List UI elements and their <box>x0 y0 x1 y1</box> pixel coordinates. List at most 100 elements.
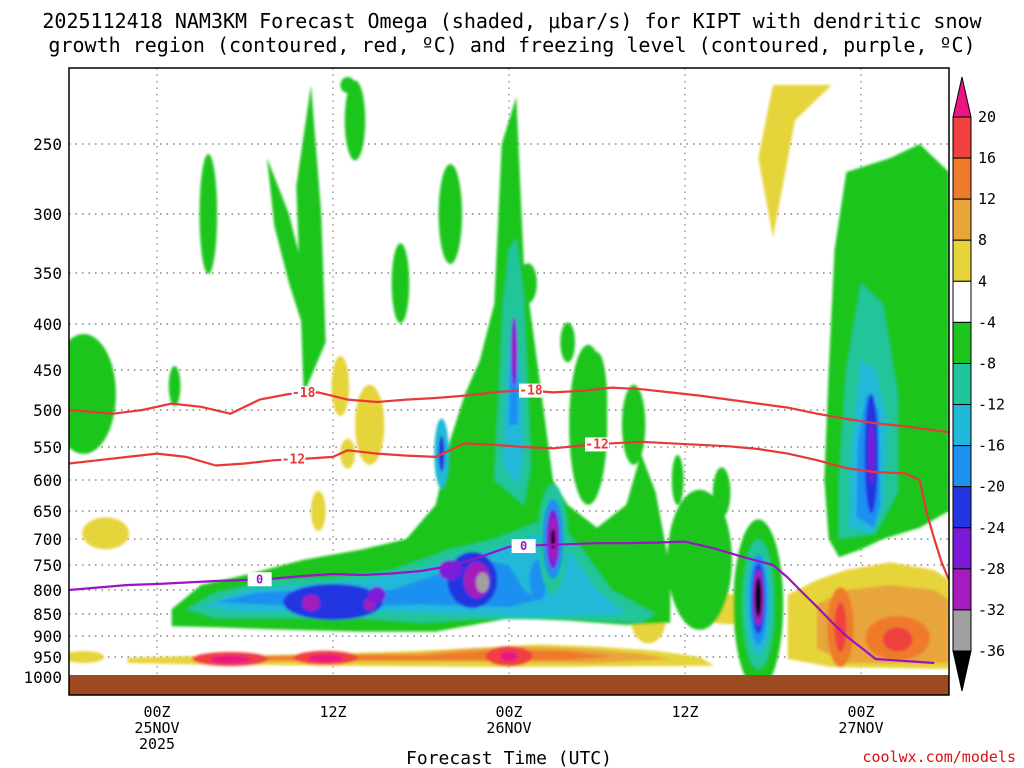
omega-shade <box>560 322 576 363</box>
colorbar-swatch <box>952 198 972 241</box>
omega-shade <box>199 154 218 274</box>
colorbar-swatch <box>952 239 972 282</box>
colorbar-arrow-top <box>952 76 972 118</box>
y-tick-label: 950 <box>33 648 62 667</box>
colorbar-swatch <box>952 157 972 200</box>
y-tick-label: 450 <box>33 361 62 380</box>
omega-shade <box>712 467 731 518</box>
x-tick-label: 00Z <box>847 703 874 721</box>
contour-label-bg <box>511 539 536 554</box>
colorbar-label: 16 <box>978 149 996 167</box>
y-tick-label: 350 <box>33 264 62 283</box>
plot-border <box>68 67 950 696</box>
omega-shade <box>550 529 556 549</box>
omega-shade <box>512 331 516 372</box>
colorbar-label: -36 <box>978 642 1005 660</box>
rising-green <box>296 85 326 394</box>
x-tick-label: 12Z <box>671 703 698 721</box>
colorbar-label: -8 <box>978 354 996 372</box>
y-tick-label: 800 <box>33 581 62 600</box>
omega-shade <box>586 352 608 452</box>
omega-shade <box>355 384 385 465</box>
contour-label: 0 <box>520 539 527 553</box>
omega-shade <box>368 586 386 603</box>
contour-label-bg <box>585 437 609 452</box>
omega-shade <box>883 627 913 652</box>
colorbar-arrow-bottom <box>952 650 972 692</box>
colorbar-label: -12 <box>978 396 1005 414</box>
colorbar-label: -28 <box>978 560 1005 578</box>
colorbar-swatch <box>952 321 972 364</box>
colorbar-label: 8 <box>978 231 987 249</box>
omega-shade <box>331 356 350 416</box>
credit-label: coolwx.com/models <box>862 748 1016 766</box>
y-tick-label: 250 <box>33 135 62 154</box>
omega-shade <box>621 384 646 465</box>
omega-shade <box>311 491 326 531</box>
omega-shade <box>868 423 875 484</box>
colorbar-swatch <box>952 486 972 529</box>
chart-title-line2: growth region (contoured, red, ºC) and f… <box>48 33 975 57</box>
colorbar-swatch <box>952 404 972 447</box>
omega-shade <box>69 651 105 663</box>
omega-shade <box>671 455 684 505</box>
contour-label-bg <box>519 383 543 398</box>
omega-shade <box>69 334 116 454</box>
omega-shading <box>69 77 949 690</box>
colorbar: 20 16 12 8 4 -4 -8 -12 -16 -20 -24 -28 -32 -36 <box>952 76 1005 692</box>
omega-shade <box>344 80 366 161</box>
colorbar-label: 4 <box>978 272 987 290</box>
y-tick-label: 650 <box>33 502 62 521</box>
x-tick-label: 00Z <box>143 703 170 721</box>
colorbar-label: -32 <box>978 601 1005 619</box>
x-tick-label: 27NOV <box>838 719 883 737</box>
y-tick-label: 550 <box>33 438 62 457</box>
colorbar-label: -24 <box>978 519 1005 537</box>
ground-fill <box>69 675 949 695</box>
y-tick-label: 750 <box>33 556 62 575</box>
y-tick-label: 1000 <box>23 668 62 687</box>
sinking-core <box>500 651 518 662</box>
omega-shade <box>391 243 410 324</box>
contour-label-bg <box>281 452 306 467</box>
colorbar-label: -4 <box>978 313 996 331</box>
contour-label-bg <box>247 572 272 587</box>
colorbar-swatch <box>952 445 972 488</box>
colorbar-swatch <box>952 568 972 611</box>
colorbar-label: -16 <box>978 437 1005 455</box>
isotherm-minus12 <box>69 440 949 581</box>
y-tick-label: 500 <box>33 401 62 420</box>
omega-shade <box>834 602 847 653</box>
omega-shade <box>340 438 355 469</box>
contour-label: 0 <box>256 572 263 586</box>
omega-shade <box>667 489 732 630</box>
y-tick-label: 600 <box>33 471 62 490</box>
contour-label: -12 <box>585 437 608 452</box>
y-tick-label: 900 <box>33 627 62 646</box>
contour-label: -12 <box>282 452 305 467</box>
colorbar-swatch <box>952 609 972 652</box>
colorbar-label: -20 <box>978 478 1005 496</box>
chart-title-line1: 2025112418 NAM3KM Forecast Omega (shaded… <box>42 9 982 33</box>
contour-lines: -18 -18 -12 -12 0 0 <box>69 383 949 665</box>
omega-shade <box>438 164 463 264</box>
freezing-level-line <box>69 540 935 665</box>
contour-label: -18 <box>519 384 543 399</box>
omega-shade <box>302 594 320 611</box>
y-tick-label: 400 <box>33 315 62 334</box>
colorbar-swatch <box>952 527 972 570</box>
x-tick-label: 2025 <box>139 735 175 753</box>
y-tick-label: 700 <box>33 530 62 549</box>
contour-label: -18 <box>292 386 316 401</box>
contour-label-bg <box>291 386 316 401</box>
isotherm-minus18 <box>69 386 949 434</box>
x-tick-label: 12Z <box>319 703 346 721</box>
x-tick-label: 00Z <box>495 703 522 721</box>
y-axis: 250 300 350 400 450 500 550 600 650 700 750 800 850 9… <box>23 135 62 687</box>
y-tick-label: 850 <box>33 605 62 624</box>
y-tick-label: 300 <box>33 205 62 224</box>
sinking-core <box>308 654 344 663</box>
omega-shade <box>168 366 181 406</box>
